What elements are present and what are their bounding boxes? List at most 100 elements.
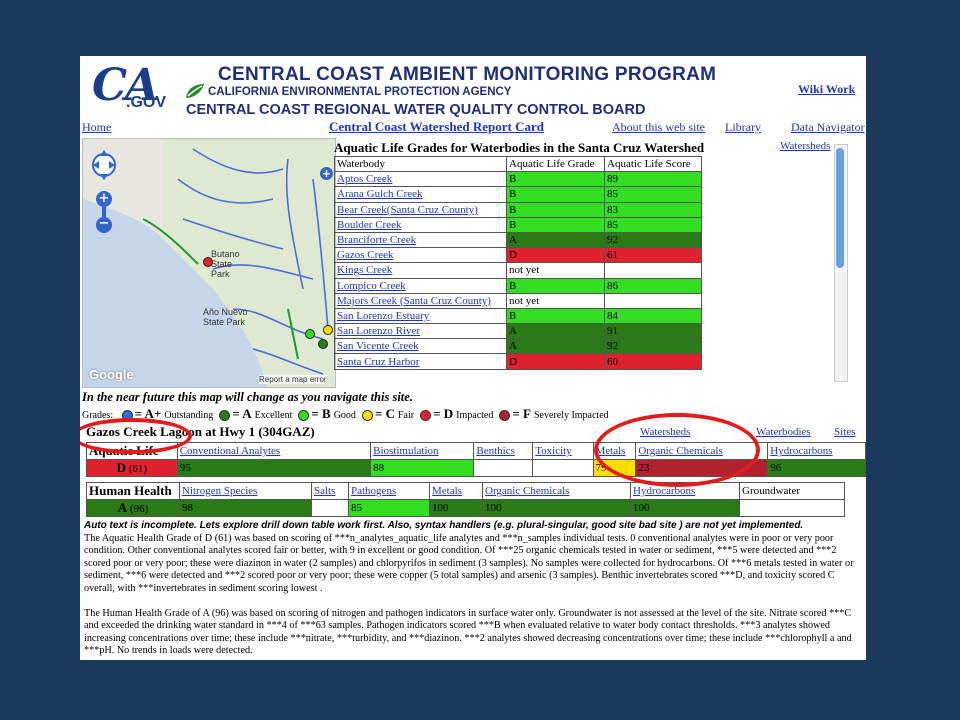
- health-organic-score: 100: [482, 499, 631, 517]
- aquatic-grade: D: [116, 460, 126, 475]
- legend-desc: Fair: [397, 410, 415, 421]
- waterbody-link[interactable]: Aptos Creek: [337, 173, 393, 186]
- board-title: CENTRAL COAST REGIONAL WATER QUALITY CON…: [186, 102, 646, 118]
- pathogens-link[interactable]: Pathogens: [351, 485, 397, 497]
- biostimulation-score: 88: [370, 459, 475, 477]
- toxicity-score: [532, 459, 594, 477]
- waterbody-link[interactable]: Majors Creek (Santa Cruz County): [337, 294, 491, 307]
- aquatic-score: (61): [128, 463, 148, 475]
- grade-cell: B: [506, 186, 605, 203]
- agency-title: CALIFORNIA ENVIRONMENTAL PROTECTION AGEN…: [208, 86, 512, 98]
- grade-dot-icon: [361, 410, 373, 422]
- map-marker-green[interactable]: [305, 329, 315, 339]
- site-waterbodies-link[interactable]: Waterbodies: [756, 426, 811, 438]
- waterbody-link[interactable]: Bear Creek(Santa Cruz County): [337, 203, 478, 216]
- grade-cell: A: [506, 338, 605, 355]
- map-label-butano: Butano State Park: [211, 249, 240, 279]
- grade-cell: A: [506, 323, 605, 340]
- score-cell: 92: [604, 231, 702, 249]
- waterbody-link[interactable]: Lompico Creek: [337, 279, 406, 292]
- ca-gov-logo-text: .GOV: [126, 94, 167, 111]
- nitrogen-species-link[interactable]: Nitrogen Species: [182, 485, 258, 497]
- score-cell: 92: [604, 338, 702, 355]
- zoom-slider[interactable]: [102, 207, 106, 217]
- score-cell: 86: [604, 277, 702, 294]
- program-title: CENTRAL COAST AMBIENT MONITORING PROGRAM: [218, 64, 717, 85]
- legend-desc: Excellent: [254, 410, 293, 421]
- library-link[interactable]: Library: [725, 120, 761, 134]
- grade-cell: B: [506, 171, 605, 188]
- grade-cell: D: [506, 247, 605, 264]
- conventional-analytes-link[interactable]: Conventional Analytes: [179, 445, 281, 457]
- groundwater-score: [739, 499, 845, 517]
- benthics-link[interactable]: Benthics: [476, 445, 515, 457]
- waterbody-link[interactable]: Kings Creek: [337, 264, 393, 277]
- health-organic-chemicals-link[interactable]: Organic Chemicals: [485, 485, 570, 497]
- zoom-out-icon[interactable]: −: [96, 217, 112, 233]
- salts-link[interactable]: Salts: [314, 485, 336, 497]
- biostimulation-link[interactable]: Biostimulation: [373, 445, 439, 457]
- report-card-link[interactable]: Central Coast Watershed Report Card: [329, 119, 544, 134]
- table-row: Aptos Creek B 89: [334, 171, 702, 188]
- watershed-map[interactable]: + − + Butano State Park Año Nuevo State …: [82, 138, 336, 388]
- health-metals-link[interactable]: Metals: [432, 485, 462, 497]
- score-cell: 91: [604, 323, 702, 340]
- grade-cell: B: [506, 201, 605, 218]
- legend-item: = C Fair: [356, 406, 415, 422]
- waterbody-link[interactable]: Boulder Creek: [337, 218, 402, 231]
- organic-chemicals-highlight: [594, 413, 760, 487]
- grade-cell: not yet: [506, 262, 605, 279]
- map-marker-yellow[interactable]: [323, 325, 333, 335]
- calepa-leaf-icon: [184, 82, 206, 100]
- wiki-work-link[interactable]: Wiki Work: [798, 82, 856, 96]
- future-map-note: In the near future this map will change …: [82, 390, 413, 404]
- waterbody-link[interactable]: Gazos Creek: [337, 249, 394, 262]
- score-cell: 61: [604, 247, 702, 264]
- sidebar-watersheds-link[interactable]: Watersheds: [780, 140, 831, 152]
- grade-cell: not yet: [506, 292, 605, 309]
- about-link[interactable]: About this web site: [612, 120, 705, 134]
- table-row: San Lorenzo Estuary B 84: [334, 307, 702, 325]
- grade-dot-icon: [420, 410, 432, 422]
- legend-desc: Severely Impacted: [533, 410, 609, 421]
- map-pan-control[interactable]: [91, 147, 117, 183]
- sidebar-scrollbar-thumb[interactable]: [836, 148, 844, 268]
- grade-dot-icon: [219, 410, 231, 422]
- legend-grade: = D: [433, 406, 454, 421]
- score-cell: 83: [604, 201, 702, 218]
- data-navigator-link[interactable]: Data Navigator: [791, 120, 865, 134]
- table-row: Branciforte Creek A 92: [334, 231, 702, 249]
- site-sites-link[interactable]: Sites: [834, 426, 856, 438]
- toxicity-link[interactable]: Toxicity: [535, 445, 572, 457]
- browser-page: CA .GOV CENTRAL COAST AMBIENT MONITORING…: [80, 56, 866, 660]
- zoom-in-icon[interactable]: +: [96, 191, 112, 207]
- map-label-ano-nuevo: Año Nuevo State Park: [203, 307, 248, 327]
- legend-grade: = A: [232, 406, 252, 421]
- health-metals-score: 100: [429, 499, 483, 517]
- aquatic-grade-cell: D (61): [86, 459, 178, 477]
- table-row: Santa Cruz Harbor D 60: [334, 353, 702, 370]
- salts-score: [311, 499, 349, 517]
- ca-gov-logo[interactable]: CA: [92, 60, 159, 111]
- home-link[interactable]: Home: [82, 120, 112, 134]
- legend-desc: Good: [333, 410, 356, 421]
- waterbody-link[interactable]: Branciforte Creek: [337, 234, 417, 247]
- aquatic-summary-text: The Aquatic Health Grade of D (61) was b…: [84, 533, 854, 594]
- table-row: Lompico Creek B 86: [334, 277, 702, 294]
- map-report-error[interactable]: Report a map error: [259, 375, 327, 384]
- waterbody-link[interactable]: Arana Gulch Creek: [337, 188, 423, 201]
- auto-text-notice: Auto text is incomplete. Lets explore dr…: [84, 520, 804, 531]
- health-hydrocarbons-link[interactable]: Hydrocarbons: [633, 485, 696, 497]
- waterbody-link[interactable]: San Lorenzo Estuary: [337, 309, 430, 322]
- legend-item: = F Severely Impacted: [493, 406, 609, 422]
- hydrocarbons-link[interactable]: Hydrocarbons: [770, 445, 833, 457]
- table-row: Bear Creek(Santa Cruz County) B 83: [334, 201, 702, 218]
- map-marker-red[interactable]: [203, 257, 213, 267]
- map-marker-green-2[interactable]: [318, 339, 328, 349]
- score-cell: 85: [604, 216, 702, 233]
- map-expand-icon[interactable]: +: [320, 167, 333, 180]
- waterbody-link[interactable]: San Vicente Creek: [337, 340, 419, 353]
- waterbody-link[interactable]: Santa Cruz Harbor: [337, 355, 420, 368]
- score-cell: 84: [604, 307, 702, 325]
- waterbody-link[interactable]: San Lorenzo River: [337, 325, 421, 338]
